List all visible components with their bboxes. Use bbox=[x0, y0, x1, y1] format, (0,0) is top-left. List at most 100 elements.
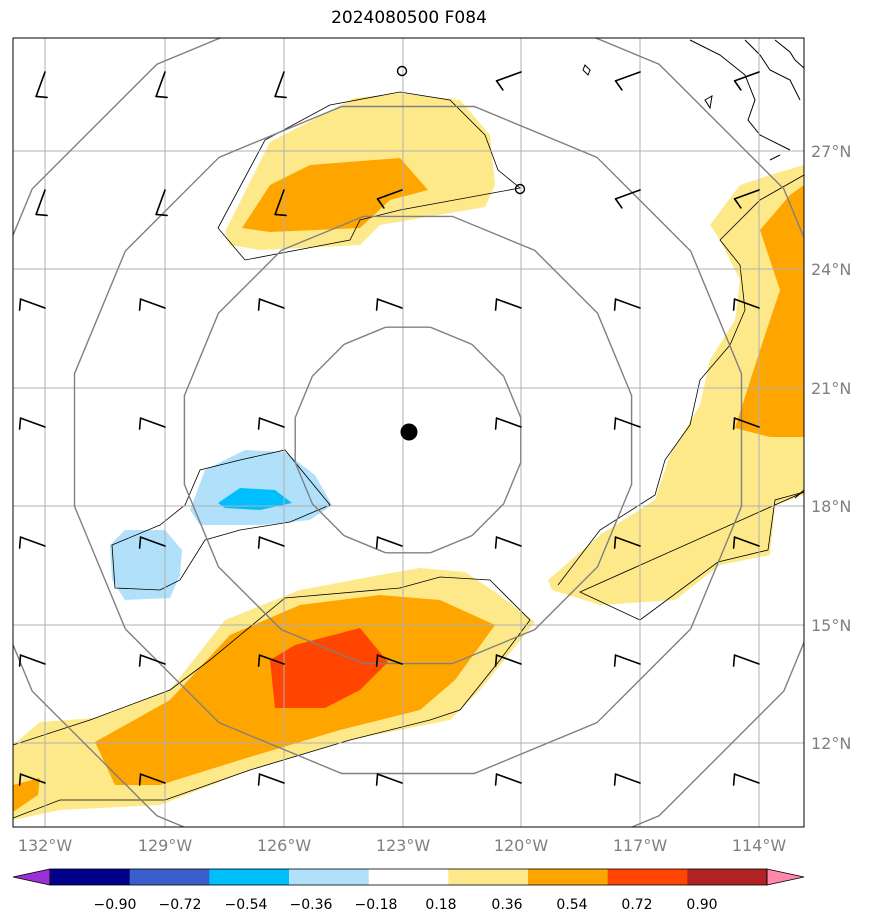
contour-layer bbox=[13, 91, 804, 819]
wind-barb-flag bbox=[613, 417, 617, 430]
wind-barb bbox=[376, 189, 403, 200]
range-ring-3 bbox=[73, 105, 743, 775]
wind-barb bbox=[139, 773, 166, 784]
wind-barb-flag bbox=[138, 654, 142, 667]
map-title: 2024080500 F084 bbox=[331, 8, 487, 28]
colorbar-segment bbox=[289, 869, 370, 885]
wind-barb bbox=[376, 773, 403, 784]
wind-barb-flag bbox=[138, 417, 142, 430]
colorbar-segment bbox=[50, 869, 131, 885]
wind-barb-flag bbox=[495, 80, 504, 91]
fill-red-south bbox=[270, 628, 388, 708]
colorbar-label: 0.36 bbox=[491, 897, 522, 913]
wind-barb bbox=[258, 773, 285, 784]
wind-barb-flag bbox=[18, 773, 22, 786]
calm-wind-circle bbox=[514, 183, 526, 195]
fill-yellow-east bbox=[548, 165, 804, 605]
wind-barb bbox=[733, 298, 760, 309]
wind-barb-flag bbox=[274, 213, 287, 217]
colorbar-labels: −0.90 −0.72 −0.54 −0.36 −0.18 0.18 0.36 … bbox=[94, 897, 718, 913]
wind-barb-flag bbox=[494, 417, 498, 430]
wind-barb-flag bbox=[257, 654, 261, 667]
wind-barb bbox=[19, 536, 46, 547]
wind-barb-flag bbox=[138, 536, 142, 549]
wind-barb-flag bbox=[257, 536, 261, 549]
lon-tick-labels: 132°W 129°W 126°W 123°W 120°W 117°W 114°… bbox=[18, 836, 787, 855]
calm-wind-circle bbox=[396, 65, 408, 77]
wind-barb bbox=[19, 298, 46, 309]
lon-tick-label: 114°W bbox=[732, 836, 787, 855]
wind-barb-flag bbox=[613, 536, 617, 549]
wind-barb bbox=[376, 536, 403, 547]
lat-tick-label: 18°N bbox=[811, 497, 851, 516]
coastline-layer bbox=[582, 39, 804, 499]
wind-barb-flag bbox=[732, 417, 736, 430]
wind-barb-flag bbox=[733, 80, 742, 91]
wind-barb-flag bbox=[494, 536, 498, 549]
wind-barb bbox=[733, 189, 760, 200]
storm-center-dot bbox=[400, 423, 418, 441]
wind-barb bbox=[139, 536, 166, 547]
wind-barb bbox=[258, 417, 285, 428]
wind-barb-flag bbox=[18, 654, 22, 667]
wind-barb bbox=[733, 71, 760, 82]
lat-tick-label: 12°N bbox=[811, 734, 851, 753]
wind-barb-flag bbox=[155, 95, 168, 99]
fill-orange-east bbox=[735, 185, 804, 437]
colorbar-segment bbox=[528, 869, 609, 885]
contour-blue bbox=[111, 449, 331, 591]
wind-barb-flag bbox=[376, 198, 385, 209]
wind-barb bbox=[495, 417, 522, 428]
colorbar-label: −0.18 bbox=[355, 897, 398, 913]
wind-barb bbox=[614, 189, 641, 200]
wind-barb-flag bbox=[613, 654, 617, 667]
colorbar-label: 0.90 bbox=[686, 897, 717, 913]
wind-barb-flag bbox=[18, 417, 22, 430]
wind-barb bbox=[733, 654, 760, 665]
wind-barb-flag bbox=[732, 773, 736, 786]
wind-barb bbox=[495, 773, 522, 784]
wind-barb-flag bbox=[614, 198, 623, 209]
wind-barb bbox=[733, 417, 760, 428]
wind-barb-flag bbox=[732, 298, 736, 311]
wind-barb bbox=[376, 298, 403, 309]
lon-tick-label: 120°W bbox=[494, 836, 549, 855]
fill-orange-north bbox=[242, 158, 428, 232]
fill-lightblue-center bbox=[190, 450, 332, 525]
fill-deepblue-center bbox=[218, 488, 292, 510]
wind-barb bbox=[274, 189, 285, 216]
wind-barb-flag bbox=[375, 298, 379, 311]
wind-barb bbox=[139, 417, 166, 428]
lat-tick-label: 21°N bbox=[811, 379, 851, 398]
lat-tick-label: 24°N bbox=[811, 260, 851, 279]
wind-barb bbox=[155, 189, 166, 216]
wind-barb bbox=[495, 71, 522, 82]
wind-barb-flag bbox=[138, 773, 142, 786]
graticule bbox=[13, 38, 804, 827]
colorbar-frame bbox=[49, 868, 768, 886]
wind-barb bbox=[274, 71, 285, 98]
wind-barb bbox=[614, 536, 641, 547]
wind-barb-flag bbox=[155, 213, 168, 217]
range-rings bbox=[13, 38, 804, 827]
wind-barb-flag bbox=[613, 773, 617, 786]
contour-north bbox=[217, 91, 521, 261]
lon-tick-label: 129°W bbox=[138, 836, 193, 855]
wind-barb-flag bbox=[257, 298, 261, 311]
wind-barb bbox=[614, 298, 641, 309]
wind-barb bbox=[19, 654, 46, 665]
wind-barb-flag bbox=[138, 298, 142, 311]
wind-barb-flag bbox=[732, 536, 736, 549]
wind-barb-flag bbox=[375, 536, 379, 549]
colorbar-label: −0.72 bbox=[159, 897, 202, 913]
wind-barb bbox=[35, 189, 46, 216]
wind-barb-flag bbox=[257, 773, 261, 786]
lat-tick-labels: 27°N 24°N 21°N 18°N 15°N 12°N bbox=[811, 142, 851, 753]
colorbar-segment bbox=[448, 869, 529, 885]
colorbar-label: 0.72 bbox=[621, 897, 652, 913]
wind-barb bbox=[155, 71, 166, 98]
range-ring-4 bbox=[13, 38, 804, 827]
wind-barb bbox=[614, 654, 641, 665]
lat-tick-label: 15°N bbox=[811, 616, 851, 635]
wind-barb bbox=[614, 71, 641, 82]
